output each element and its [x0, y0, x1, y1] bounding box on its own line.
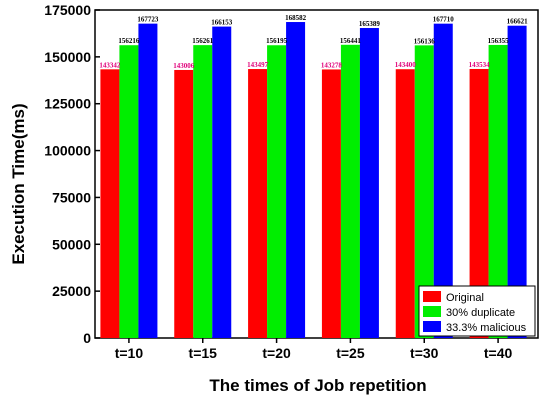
legend-entry: 33.3% malicious — [446, 322, 527, 334]
data-label: 167710 — [433, 16, 455, 24]
data-label: 143278 — [321, 61, 343, 69]
y-tick-label: 175000 — [44, 2, 91, 18]
y-tick-label: 100000 — [44, 143, 91, 159]
data-label: 165389 — [359, 20, 381, 28]
x-tick-label: t=30 — [410, 345, 439, 361]
data-label: 166153 — [211, 19, 233, 27]
bar — [359, 28, 379, 338]
y-tick-label: 125000 — [44, 96, 91, 112]
legend-swatch — [423, 321, 441, 332]
x-axis-ticks: t=10 t=15 t=20 t=25 t=30 t=40 — [115, 338, 513, 361]
data-label: 156261 — [192, 37, 214, 45]
y-tick-label: 150000 — [44, 49, 91, 65]
data-label: 166621 — [507, 18, 529, 26]
bar — [340, 44, 360, 338]
bar — [507, 25, 527, 338]
bar — [321, 69, 341, 339]
data-label: 143006 — [173, 62, 195, 70]
bar — [193, 45, 213, 338]
data-label: 143400 — [395, 61, 417, 69]
legend-entry: 30% duplicate — [446, 307, 515, 319]
bars — [100, 22, 527, 339]
bar — [414, 45, 434, 338]
data-label: 143497 — [247, 61, 269, 69]
data-label: 143534 — [469, 61, 491, 69]
bar — [119, 45, 139, 339]
x-tick-label: t=20 — [262, 345, 291, 361]
data-label: 143342 — [99, 61, 121, 69]
bar — [212, 26, 232, 338]
y-tick-label: 0 — [83, 330, 91, 346]
data-label: 156355 — [488, 37, 510, 45]
x-tick-label: t=15 — [189, 345, 218, 361]
x-tick-label: t=25 — [336, 345, 365, 361]
y-tick-label: 25000 — [52, 283, 91, 299]
data-label: 167723 — [137, 16, 159, 24]
data-label: 168582 — [285, 14, 307, 22]
data-label: 156195 — [266, 37, 288, 45]
bar — [174, 69, 194, 339]
x-tick-label: t=10 — [115, 345, 144, 361]
x-tick-label: t=40 — [484, 345, 513, 361]
legend: Original 30% duplicate 33.3% malicious — [418, 285, 536, 337]
bar — [267, 45, 287, 338]
data-labels: 143342 156216 167723 143006 156261 166153 1434… — [99, 14, 528, 70]
legend-entry: Original — [446, 292, 484, 304]
bar — [100, 69, 120, 339]
bar — [138, 23, 158, 338]
bar — [433, 23, 453, 338]
bar — [488, 44, 508, 339]
y-axis-label: Execution Time(ms) — [9, 103, 28, 264]
plot-border — [94, 9, 539, 339]
legend-swatch — [423, 306, 441, 317]
data-label: 156136 — [414, 37, 436, 45]
y-tick-label: 50000 — [52, 236, 91, 252]
data-label: 156441 — [340, 37, 362, 45]
y-tick-label: 75000 — [52, 189, 91, 205]
y-axis-ticks: 0 25000 50000 75000 100000 125000 150000 175000 — [44, 2, 100, 346]
bar — [469, 68, 489, 339]
data-label: 156216 — [118, 37, 140, 45]
bar — [286, 22, 306, 338]
x-axis-label: The times of Job repetition — [209, 376, 426, 395]
plot-frame — [94, 9, 539, 339]
bar — [248, 69, 268, 338]
legend-swatch — [423, 291, 441, 302]
bar — [395, 69, 415, 339]
